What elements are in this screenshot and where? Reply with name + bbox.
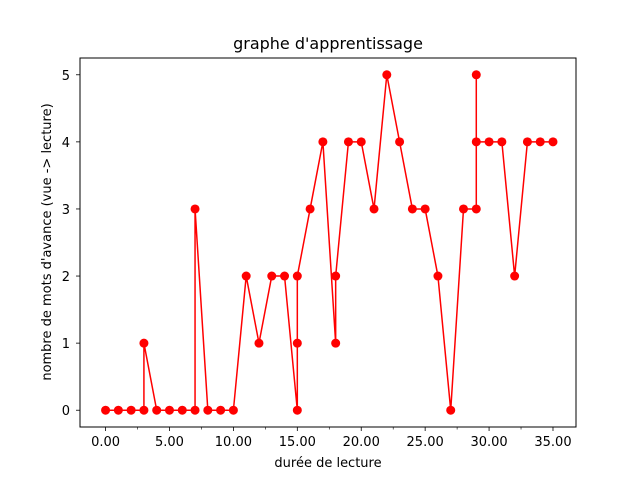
data-point	[471, 204, 481, 214]
y-axis-label: nombre de mots d'avance (vue -> lecture)	[40, 103, 55, 380]
data-point	[471, 137, 481, 147]
data-point	[190, 204, 200, 214]
data-point	[164, 405, 174, 415]
data-point	[382, 70, 392, 80]
data-point	[177, 405, 187, 415]
data-point	[228, 405, 238, 415]
plot-area	[101, 70, 558, 415]
data-point	[280, 271, 290, 281]
data-point	[292, 405, 302, 415]
x-tick-label: 25.00	[407, 435, 444, 450]
data-point	[356, 137, 366, 147]
data-point	[343, 137, 353, 147]
data-point	[126, 405, 136, 415]
data-point	[548, 137, 558, 147]
data-point	[139, 338, 149, 348]
chart-title: graphe d'apprentissage	[233, 34, 423, 53]
data-point	[510, 271, 520, 281]
data-point	[139, 405, 149, 415]
x-tick-label: 10.00	[215, 435, 252, 450]
x-axis: 0.00 5.00 10.00 15.00 20.00 25.00 30.00 35.00	[91, 427, 572, 450]
x-tick-label: 30.00	[470, 435, 507, 450]
y-tick-label: 3	[62, 203, 70, 218]
y-tick-label: 1	[62, 337, 70, 352]
plot-frame	[79, 57, 577, 428]
data-point	[203, 405, 213, 415]
data-point	[152, 405, 162, 415]
y-tick-label: 4	[62, 136, 70, 151]
data-point	[331, 271, 341, 281]
x-tick-label: 5.00	[155, 435, 184, 450]
data-point	[190, 405, 200, 415]
data-point	[241, 271, 251, 281]
data-point	[433, 271, 443, 281]
x-tick-label: 0.00	[91, 435, 120, 450]
x-tick-label: 35.00	[534, 435, 571, 450]
data-point	[305, 204, 315, 214]
data-point	[395, 137, 405, 147]
data-point	[113, 405, 123, 415]
data-point	[471, 70, 481, 80]
data-point	[484, 137, 494, 147]
y-tick-label: 2	[62, 270, 70, 285]
data-point	[459, 204, 469, 214]
data-point	[522, 137, 532, 147]
x-axis-label: durée de lecture	[274, 456, 381, 471]
y-tick-label: 5	[62, 69, 70, 84]
data-point	[407, 204, 417, 214]
data-point	[420, 204, 430, 214]
data-point	[535, 137, 545, 147]
data-point	[254, 338, 264, 348]
y-axis: 0 1 2 3 4 5	[62, 69, 80, 419]
x-tick-label: 20.00	[343, 435, 380, 450]
data-point	[267, 271, 277, 281]
data-point	[369, 204, 379, 214]
data-point	[292, 271, 302, 281]
data-point	[292, 338, 302, 348]
data-point	[497, 137, 507, 147]
x-tick-label: 15.00	[279, 435, 316, 450]
data-point	[101, 405, 111, 415]
data-point	[216, 405, 226, 415]
data-point	[446, 405, 456, 415]
y-tick-label: 0	[62, 404, 70, 419]
data-point	[331, 338, 341, 348]
data-point	[318, 137, 328, 147]
